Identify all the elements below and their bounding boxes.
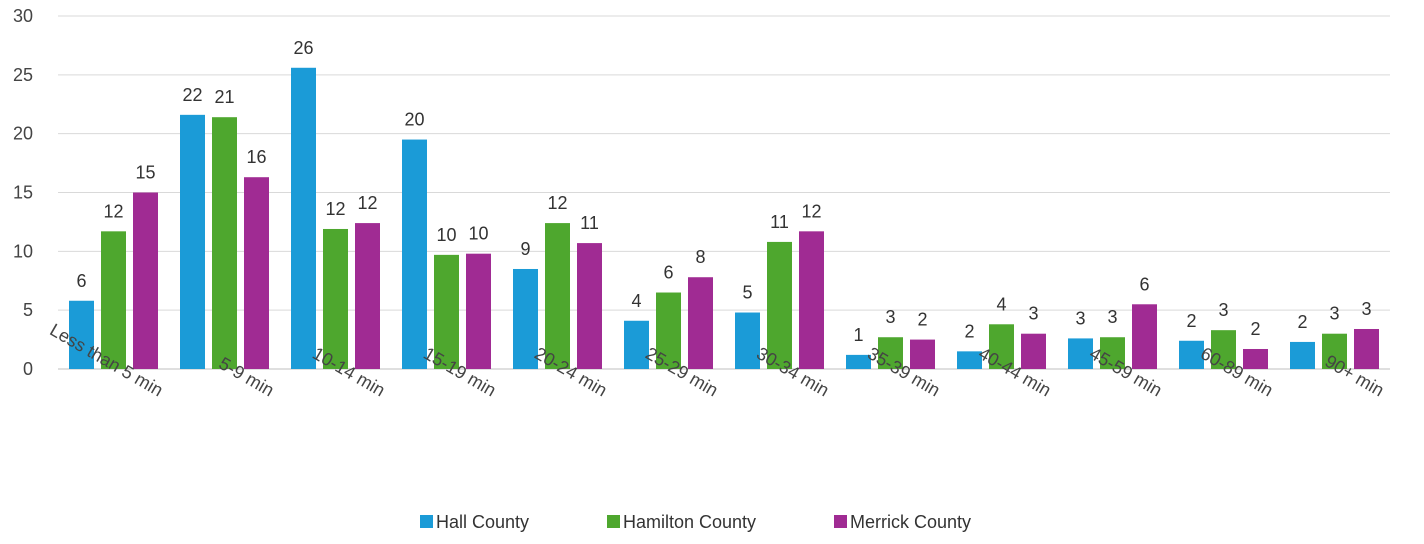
bar-merrick-county [355, 223, 380, 369]
legend-label: Hall County [436, 512, 529, 532]
bar-merrick-county [577, 243, 602, 369]
data-label: 26 [293, 38, 313, 58]
data-label: 4 [631, 291, 641, 311]
data-label: 2 [1186, 311, 1196, 331]
legend-swatch-hall-county [420, 515, 433, 528]
data-label: 11 [580, 213, 599, 233]
data-label: 3 [1329, 304, 1339, 324]
bar-hall-county [291, 67, 316, 370]
bar-merrick-county [688, 277, 713, 369]
data-label: 20 [404, 110, 424, 130]
data-label: 2 [917, 310, 927, 330]
bar-hall-county [1068, 338, 1093, 369]
bar-hamilton-county [989, 324, 1014, 369]
data-label: 21 [214, 87, 234, 107]
bar-hall-county [846, 354, 871, 369]
data-label: 11 [770, 212, 789, 232]
legend-swatch-hamilton-county [607, 515, 620, 528]
bar-merrick-county [1354, 328, 1379, 369]
data-label: 1 [853, 325, 863, 345]
bar-hall-county [957, 351, 982, 369]
bar-hamilton-county [1211, 330, 1236, 369]
data-label: 12 [547, 193, 567, 213]
data-label: 10 [468, 224, 488, 244]
y-tick-label: 25 [13, 65, 33, 85]
data-label: 3 [1028, 304, 1038, 324]
bar-hamilton-county [656, 292, 681, 369]
data-label: 3 [1075, 308, 1085, 328]
data-label: 12 [801, 201, 821, 221]
bar-merrick-county [244, 177, 269, 369]
data-label: 10 [436, 225, 456, 245]
legend-swatch-merrick-county [834, 515, 847, 528]
bar-merrick-county [466, 253, 491, 369]
legend-label: Merrick County [850, 512, 971, 532]
legend-label: Hamilton County [623, 512, 756, 532]
data-label: 2 [964, 321, 974, 341]
data-label: 2 [1297, 312, 1307, 332]
data-label: 2 [1250, 319, 1260, 339]
y-tick-label: 10 [13, 241, 33, 261]
bar-hall-county [624, 320, 649, 369]
y-tick-label: 5 [23, 300, 33, 320]
data-label: 22 [182, 85, 202, 105]
data-label: 3 [885, 307, 895, 327]
data-label: 16 [246, 147, 266, 167]
data-label: 3 [1361, 299, 1371, 319]
bar-hall-county [402, 139, 427, 369]
bar-hamilton-county [878, 337, 903, 369]
data-label: 12 [357, 193, 377, 213]
grid-lines [58, 15, 1390, 370]
y-tick-label: 20 [13, 124, 33, 144]
bar-hall-county [1179, 340, 1204, 369]
bar-hamilton-county [1322, 333, 1347, 369]
data-label: 6 [663, 263, 673, 283]
data-label: 15 [135, 163, 155, 183]
data-label: 6 [1139, 274, 1149, 294]
bar-hall-county [180, 114, 205, 369]
data-label: 12 [325, 199, 345, 219]
bar-hamilton-county [101, 231, 126, 369]
bar-hall-county [513, 268, 538, 369]
data-label: 3 [1218, 300, 1228, 320]
bar-hamilton-county [323, 228, 348, 369]
bar-merrick-county [910, 339, 935, 369]
data-label: 8 [695, 247, 705, 267]
bar-merrick-county [1243, 348, 1268, 369]
bar-hamilton-county [212, 117, 237, 370]
bars [69, 67, 1379, 370]
bar-merrick-county [1132, 304, 1157, 369]
bar-merrick-county [1021, 333, 1046, 369]
bar-hamilton-county [434, 254, 459, 369]
y-axis: 0 5 10 15 20 25 30 [13, 6, 33, 379]
bar-merrick-county [133, 192, 158, 369]
bar-hamilton-county [545, 223, 570, 369]
bar-hall-county [1290, 341, 1315, 369]
data-label: 4 [996, 294, 1006, 314]
data-label: 3 [1107, 307, 1117, 327]
bar-hamilton-county [767, 241, 792, 369]
y-tick-label: 0 [23, 359, 33, 379]
bar-hamilton-county [1100, 337, 1125, 369]
bar-hall-county [69, 300, 94, 369]
data-label: 5 [742, 283, 752, 303]
bar-merrick-county [799, 231, 824, 369]
y-tick-label: 30 [13, 6, 33, 26]
data-label: 9 [520, 239, 530, 259]
data-label: 12 [103, 201, 123, 221]
y-tick-label: 15 [13, 183, 33, 203]
bar-hall-county [735, 312, 760, 369]
data-label: 6 [76, 271, 86, 291]
legend: Hall County Hamilton County Merrick County [420, 512, 971, 532]
